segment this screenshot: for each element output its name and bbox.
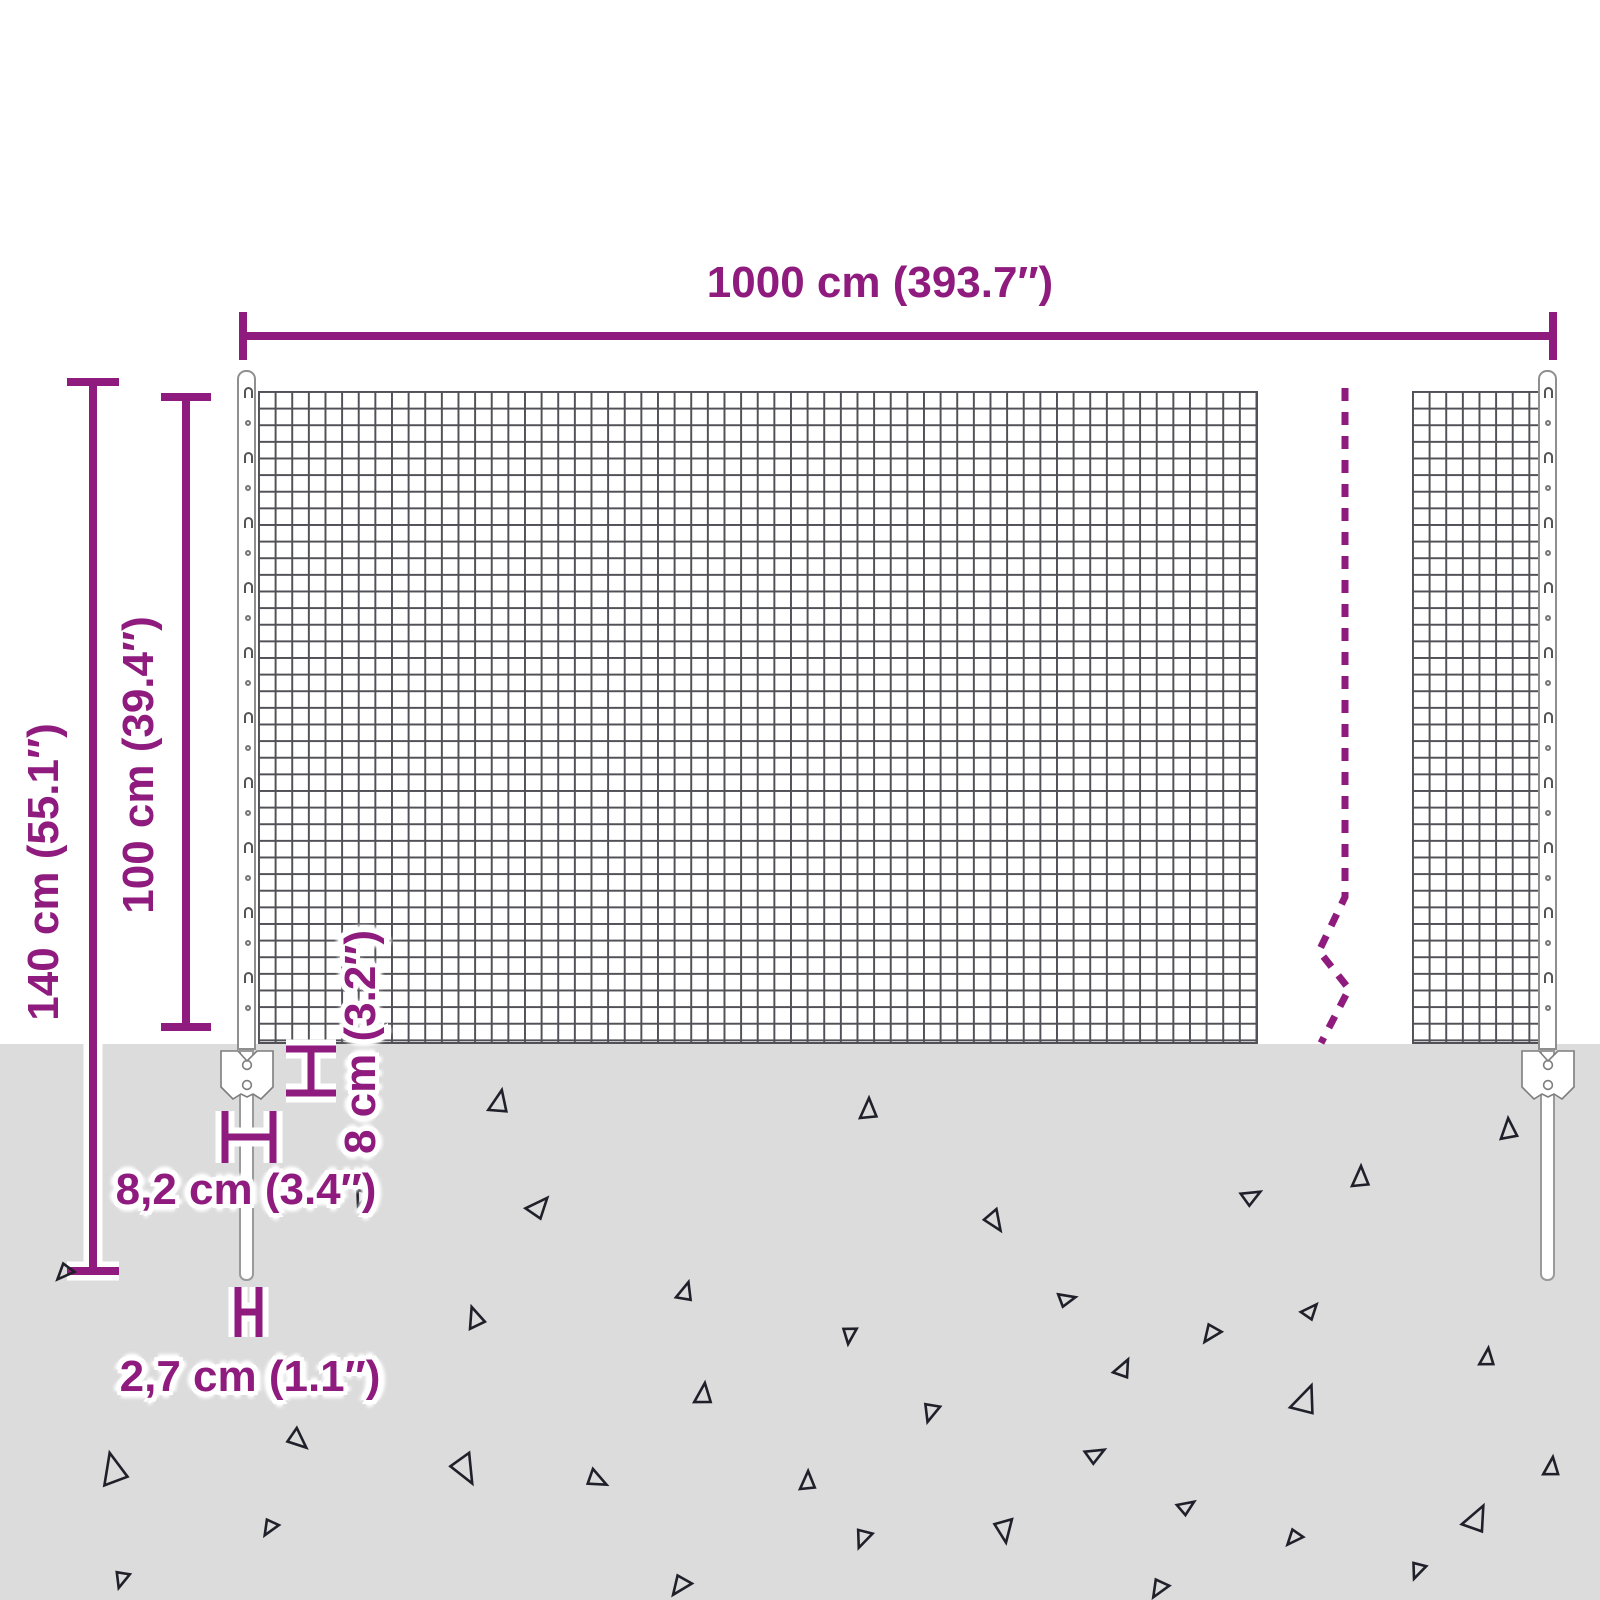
plate-width-label: 8,2 cm (3.4″) — [115, 1165, 377, 1214]
mesh-height-label: 100 cm (39.4″) — [114, 616, 163, 914]
mesh-clip-hook — [244, 907, 253, 918]
total-width-label: 1000 cm (393.7″) — [706, 258, 1054, 307]
mesh-clip-hook — [1544, 777, 1553, 788]
mesh-clip-hook — [244, 452, 253, 463]
mesh-height-dimension-line — [161, 393, 211, 1031]
mesh-clip-dot — [245, 614, 251, 621]
mesh-clip-dot — [245, 549, 251, 556]
width-dimension-line — [239, 312, 1557, 360]
mesh-clip-hook — [1544, 387, 1553, 398]
mesh-clip-dot — [245, 874, 251, 881]
fence-continuation-dashed-line — [1314, 388, 1354, 1045]
mesh-clip-dot — [245, 419, 251, 426]
mesh-clip-dot — [1545, 679, 1551, 686]
mesh-clip-hook — [244, 777, 253, 788]
mesh-clip-hook — [1544, 712, 1553, 723]
left-anchor-plate — [220, 1050, 274, 1101]
mesh-clip-dot — [1545, 419, 1551, 426]
mesh-clip-hook — [244, 842, 253, 853]
mesh-clip-dot — [1545, 1004, 1551, 1011]
plate-hole — [241, 1079, 253, 1091]
wire-mesh-panel-main — [258, 391, 1258, 1044]
mesh-clip-hook — [1544, 907, 1553, 918]
left-post-underground — [239, 1050, 254, 1281]
wire-mesh-panel-right — [1412, 391, 1551, 1044]
mesh-clip-dot — [1545, 809, 1551, 816]
left-fence-post — [237, 370, 256, 1050]
mesh-clip-dot — [1545, 484, 1551, 491]
mesh-clip-dot — [1545, 614, 1551, 621]
mesh-clip-hook — [244, 647, 253, 658]
mesh-clip-hook — [1544, 972, 1553, 983]
post-diameter-label: 2,7 cm (1.1″) — [119, 1352, 381, 1401]
mesh-clip-dot — [245, 679, 251, 686]
mesh-clip-hook — [244, 972, 253, 983]
total-height-label: 140 cm (55.1″) — [19, 723, 68, 1021]
mesh-clip-hook — [1544, 582, 1553, 593]
mesh-clip-dot — [1545, 744, 1551, 751]
mesh-clip-hook — [1544, 647, 1553, 658]
mesh-clip-dot — [245, 809, 251, 816]
right-fence-post — [1538, 370, 1557, 1050]
mesh-clip-hook — [244, 582, 253, 593]
plate-hole — [1542, 1079, 1554, 1091]
mesh-clip-hook — [244, 712, 253, 723]
mesh-clip-hook — [1544, 842, 1553, 853]
mesh-clip-dot — [245, 1004, 251, 1011]
mesh-clip-dot — [245, 744, 251, 751]
mesh-clip-dot — [245, 484, 251, 491]
plate-hole — [1542, 1059, 1554, 1071]
plate-hole — [241, 1059, 253, 1071]
mesh-clip-hook — [244, 387, 253, 398]
mesh-clip-hook — [1544, 452, 1553, 463]
right-post-underground — [1540, 1050, 1555, 1281]
right-anchor-plate — [1521, 1050, 1575, 1101]
plate-height-label: 8 cm (3.2″) — [336, 929, 385, 1155]
mesh-clip-dot — [1545, 874, 1551, 881]
mesh-clip-dot — [245, 939, 251, 946]
mesh-clip-hook — [1544, 517, 1553, 528]
mesh-clip-dot — [1545, 549, 1551, 556]
mesh-clip-hook — [244, 517, 253, 528]
mesh-clip-dot — [1545, 939, 1551, 946]
